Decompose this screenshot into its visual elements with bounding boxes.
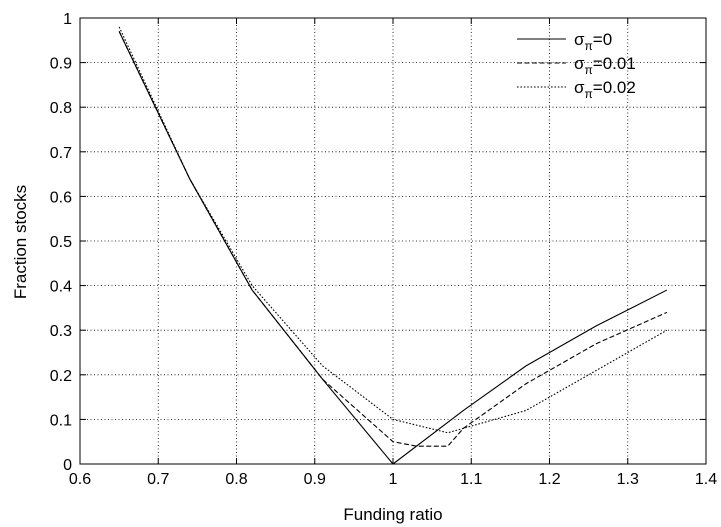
x-tick-label: 1.4 — [695, 471, 717, 488]
x-tick-label: 1.1 — [460, 471, 482, 488]
y-tick-label: 0.5 — [50, 234, 72, 251]
x-axis-label: Funding ratio — [343, 505, 442, 524]
x-tick-label: 0.9 — [304, 471, 326, 488]
x-tick-label: 1 — [389, 471, 398, 488]
y-tick-label: 0 — [63, 457, 72, 474]
x-tick-label: 1.3 — [617, 471, 639, 488]
series-line-dotted — [118, 26, 668, 434]
y-tick-label: 0.8 — [50, 100, 72, 117]
y-tick-label: 1 — [63, 11, 72, 28]
series-lines — [118, 26, 668, 465]
legend-entry-label: σπ=0 — [574, 30, 612, 53]
x-tick-label: 1.2 — [538, 471, 560, 488]
y-tick-label: 0.7 — [50, 145, 72, 162]
x-tick-label: 0.6 — [69, 471, 91, 488]
axes: 0.6 0.7 0.8 0.9 1 1.1 1.2 1.3 1.4 0 0.1 0.2 0.3 0.4 0.… — [50, 11, 717, 488]
legend-entry-label: σπ=0.02 — [574, 78, 636, 101]
y-axis-label: Fraction stocks — [11, 185, 30, 299]
y-tick-label: 0.9 — [50, 56, 72, 73]
x-tick-label: 0.7 — [147, 471, 169, 488]
x-tick-label: 0.8 — [225, 471, 247, 488]
series-line-dashed — [118, 31, 668, 447]
y-tick-label: 0.3 — [50, 323, 72, 340]
legend-entry-label: σπ=0.01 — [574, 54, 636, 77]
y-tick-label: 0.1 — [50, 412, 72, 429]
y-tick-label: 0.4 — [50, 279, 72, 296]
y-tick-label: 0.6 — [50, 189, 72, 206]
grid-lines — [80, 18, 706, 464]
y-tick-label: 0.2 — [50, 368, 72, 385]
